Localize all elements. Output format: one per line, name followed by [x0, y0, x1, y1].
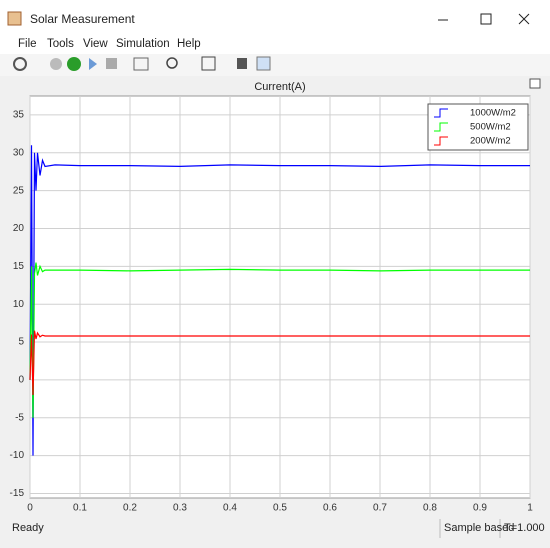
y-tick-label: 15 — [13, 261, 25, 272]
menu-bar — [0, 36, 550, 54]
legend-label: 200W/m2 — [470, 136, 511, 147]
series-line — [29, 145, 530, 456]
y-tick-label: -10 — [10, 450, 25, 461]
legend-swatch — [434, 136, 448, 146]
y-tick-label: 20 — [13, 223, 25, 234]
x-tick-label: 0.8 — [423, 503, 437, 514]
menu-item[interactable]: Tools — [47, 38, 74, 50]
highlight-icon[interactable] — [133, 57, 149, 71]
chart-title: Current(A) — [254, 81, 305, 93]
close-button[interactable] — [518, 13, 530, 25]
x-tick-label: 0.5 — [273, 503, 287, 514]
menu-item[interactable]: File — [18, 38, 37, 50]
legend-box — [427, 103, 529, 151]
x-tick-label: 0.1 — [73, 503, 87, 514]
x-tick-label: 0.6 — [323, 503, 337, 514]
toolbar — [0, 54, 550, 76]
y-tick-label: 5 — [18, 337, 24, 348]
window-title: Solar Measurement — [30, 12, 135, 26]
x-tick-label: 0.9 — [473, 503, 487, 514]
y-tick-label: 30 — [13, 147, 25, 158]
x-tick-label: 0.3 — [173, 503, 187, 514]
y-tick-label: -5 — [15, 412, 24, 423]
run-icon[interactable] — [67, 57, 81, 71]
x-tick-label: 0.7 — [373, 503, 387, 514]
maximize-button[interactable] — [480, 13, 492, 25]
stop-icon[interactable] — [106, 58, 117, 69]
status-bar — [0, 518, 550, 548]
y-tick-label: -15 — [10, 488, 25, 499]
series-line — [29, 262, 530, 418]
legend-swatch — [434, 122, 448, 132]
autoscale-icon[interactable] — [201, 56, 216, 71]
status-text: Ready — [12, 522, 44, 534]
series-line — [29, 330, 530, 396]
legend-swatch — [434, 108, 448, 118]
menu-item[interactable]: Help — [177, 38, 201, 50]
status-time: T=1.000 — [504, 522, 545, 534]
y-tick-label: 25 — [13, 185, 25, 196]
plot: Current(A) -15 -10 -5 0 5 10 15 20 25 30 35 0 0.1 0.2 0… — [10, 81, 534, 514]
cursor-icon[interactable] — [237, 58, 247, 69]
x-tick-label: 1 — [527, 503, 533, 514]
menu-item[interactable]: Simulation — [116, 38, 170, 50]
menu-item[interactable]: View — [83, 38, 108, 50]
title-bar — [0, 0, 550, 36]
x-tick-label: 0.2 — [123, 503, 137, 514]
settings-icon[interactable] — [13, 57, 27, 71]
style-icon[interactable] — [256, 56, 271, 71]
y-tick-label: 0 — [18, 375, 24, 386]
y-tick-label: 10 — [13, 299, 25, 310]
status-mode: Sample based — [444, 522, 514, 534]
x-tick-label: 0.4 — [223, 503, 237, 514]
y-tick-label: 35 — [13, 110, 25, 121]
zoom-icon[interactable] — [166, 57, 178, 69]
app-icon — [7, 11, 22, 26]
undock-icon[interactable] — [529, 78, 541, 89]
step-icon[interactable] — [89, 58, 97, 70]
legend-label: 1000W/m2 — [470, 108, 516, 119]
legend-label: 500W/m2 — [470, 122, 511, 133]
x-tick-label: 0 — [27, 503, 33, 514]
step-back-icon[interactable] — [50, 58, 62, 70]
